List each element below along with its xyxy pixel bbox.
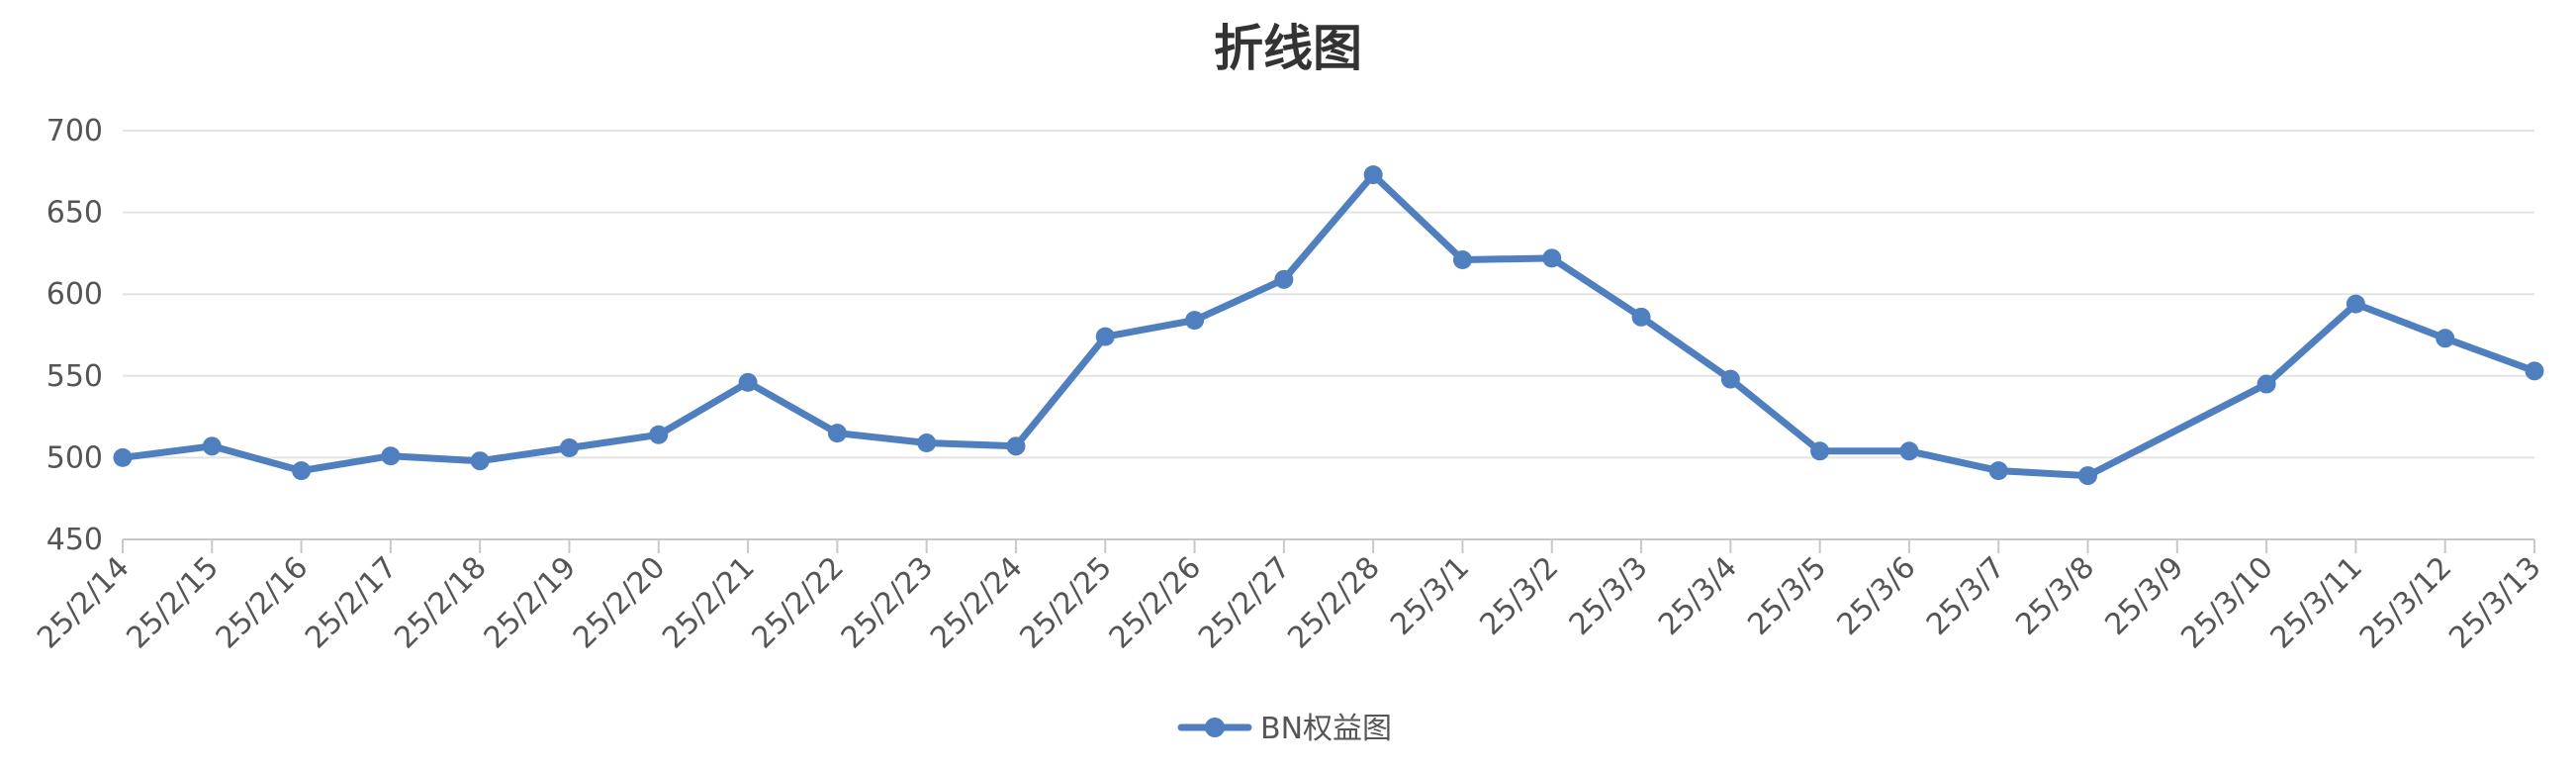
grid-layer — [123, 130, 2534, 459]
data-point-25 — [2346, 294, 2365, 314]
series-line — [119, 171, 2538, 480]
x-tick-label-17: 25/3/3 — [1563, 550, 1655, 642]
x-tick-label-11: 25/2/25 — [1013, 550, 1119, 656]
data-point-11 — [1095, 327, 1115, 346]
x-tick-label-13: 25/2/27 — [1192, 550, 1298, 656]
data-point-18 — [1720, 369, 1740, 389]
x-tick-label-19: 25/3/5 — [1741, 550, 1833, 642]
x-tick-label-21: 25/3/7 — [1920, 550, 2012, 642]
y-tick-label-550: 550 — [46, 359, 103, 394]
x-tick-label-24: 25/3/10 — [2174, 550, 2280, 656]
data-point-3 — [381, 446, 401, 466]
data-point-13 — [1274, 269, 1294, 289]
x-tick-label-14: 25/2/28 — [1281, 550, 1387, 656]
x-tick-label-12: 25/2/26 — [1103, 550, 1209, 656]
data-point-27 — [2525, 361, 2544, 381]
x-tick-label-16: 25/3/2 — [1473, 550, 1565, 642]
y-tick-label-650: 650 — [46, 196, 103, 231]
legend-label: BN权益图 — [1260, 712, 1392, 746]
data-point-26 — [2436, 329, 2455, 348]
y-tick-label-600: 600 — [46, 277, 103, 312]
data-point-22 — [2078, 466, 2098, 486]
x-tick-label-3: 25/2/17 — [299, 550, 405, 656]
data-point-8 — [827, 424, 847, 443]
data-point-0 — [113, 447, 133, 467]
data-point-21 — [1988, 461, 2008, 481]
x-tick-label-9: 25/2/23 — [835, 550, 941, 656]
y-tick-label-450: 450 — [46, 523, 103, 557]
x-tick-label-6: 25/2/20 — [567, 550, 673, 656]
x-tick-label-7: 25/2/21 — [656, 550, 762, 656]
data-point-20 — [1899, 441, 1919, 461]
x-tick-label-0: 25/2/14 — [31, 550, 137, 656]
data-point-16 — [1542, 248, 1562, 268]
legend[interactable]: BN权益图 — [1177, 712, 1392, 746]
axis-layer: 45050055060065070025/2/1425/2/1525/2/162… — [31, 114, 2548, 655]
data-point-1 — [202, 436, 222, 456]
x-tick-label-27: 25/3/13 — [2442, 550, 2548, 656]
series-layer — [113, 165, 2544, 486]
x-tick-label-22: 25/3/8 — [2009, 550, 2101, 642]
data-point-7 — [738, 372, 758, 392]
y-tick-label-500: 500 — [46, 440, 103, 475]
data-point-14 — [1363, 165, 1383, 185]
x-tick-label-10: 25/2/24 — [924, 550, 1030, 656]
x-tick-label-4: 25/2/18 — [388, 550, 494, 656]
data-point-2 — [292, 461, 312, 481]
x-tick-label-5: 25/2/19 — [478, 550, 584, 656]
x-tick-label-20: 25/3/6 — [1831, 550, 1923, 642]
data-point-12 — [1185, 311, 1205, 331]
x-tick-label-26: 25/3/12 — [2353, 550, 2459, 656]
x-tick-label-15: 25/3/1 — [1384, 550, 1476, 642]
data-point-6 — [649, 425, 669, 444]
data-point-19 — [1810, 441, 1830, 461]
data-point-5 — [559, 437, 579, 457]
data-point-4 — [470, 451, 490, 471]
chart-title: 折线图 — [1214, 20, 1362, 77]
data-point-10 — [1006, 436, 1026, 456]
legend-marker — [1205, 718, 1225, 737]
x-tick-label-25: 25/3/11 — [2264, 550, 2370, 656]
data-point-15 — [1452, 250, 1472, 270]
y-tick-label-700: 700 — [46, 114, 103, 148]
x-tick-label-18: 25/3/4 — [1652, 550, 1744, 642]
data-point-24 — [2256, 374, 2276, 394]
x-tick-label-1: 25/2/15 — [120, 550, 226, 656]
data-point-9 — [917, 433, 937, 453]
x-tick-label-2: 25/2/16 — [210, 550, 316, 656]
data-point-17 — [1631, 307, 1651, 327]
x-tick-label-8: 25/2/22 — [745, 550, 851, 656]
